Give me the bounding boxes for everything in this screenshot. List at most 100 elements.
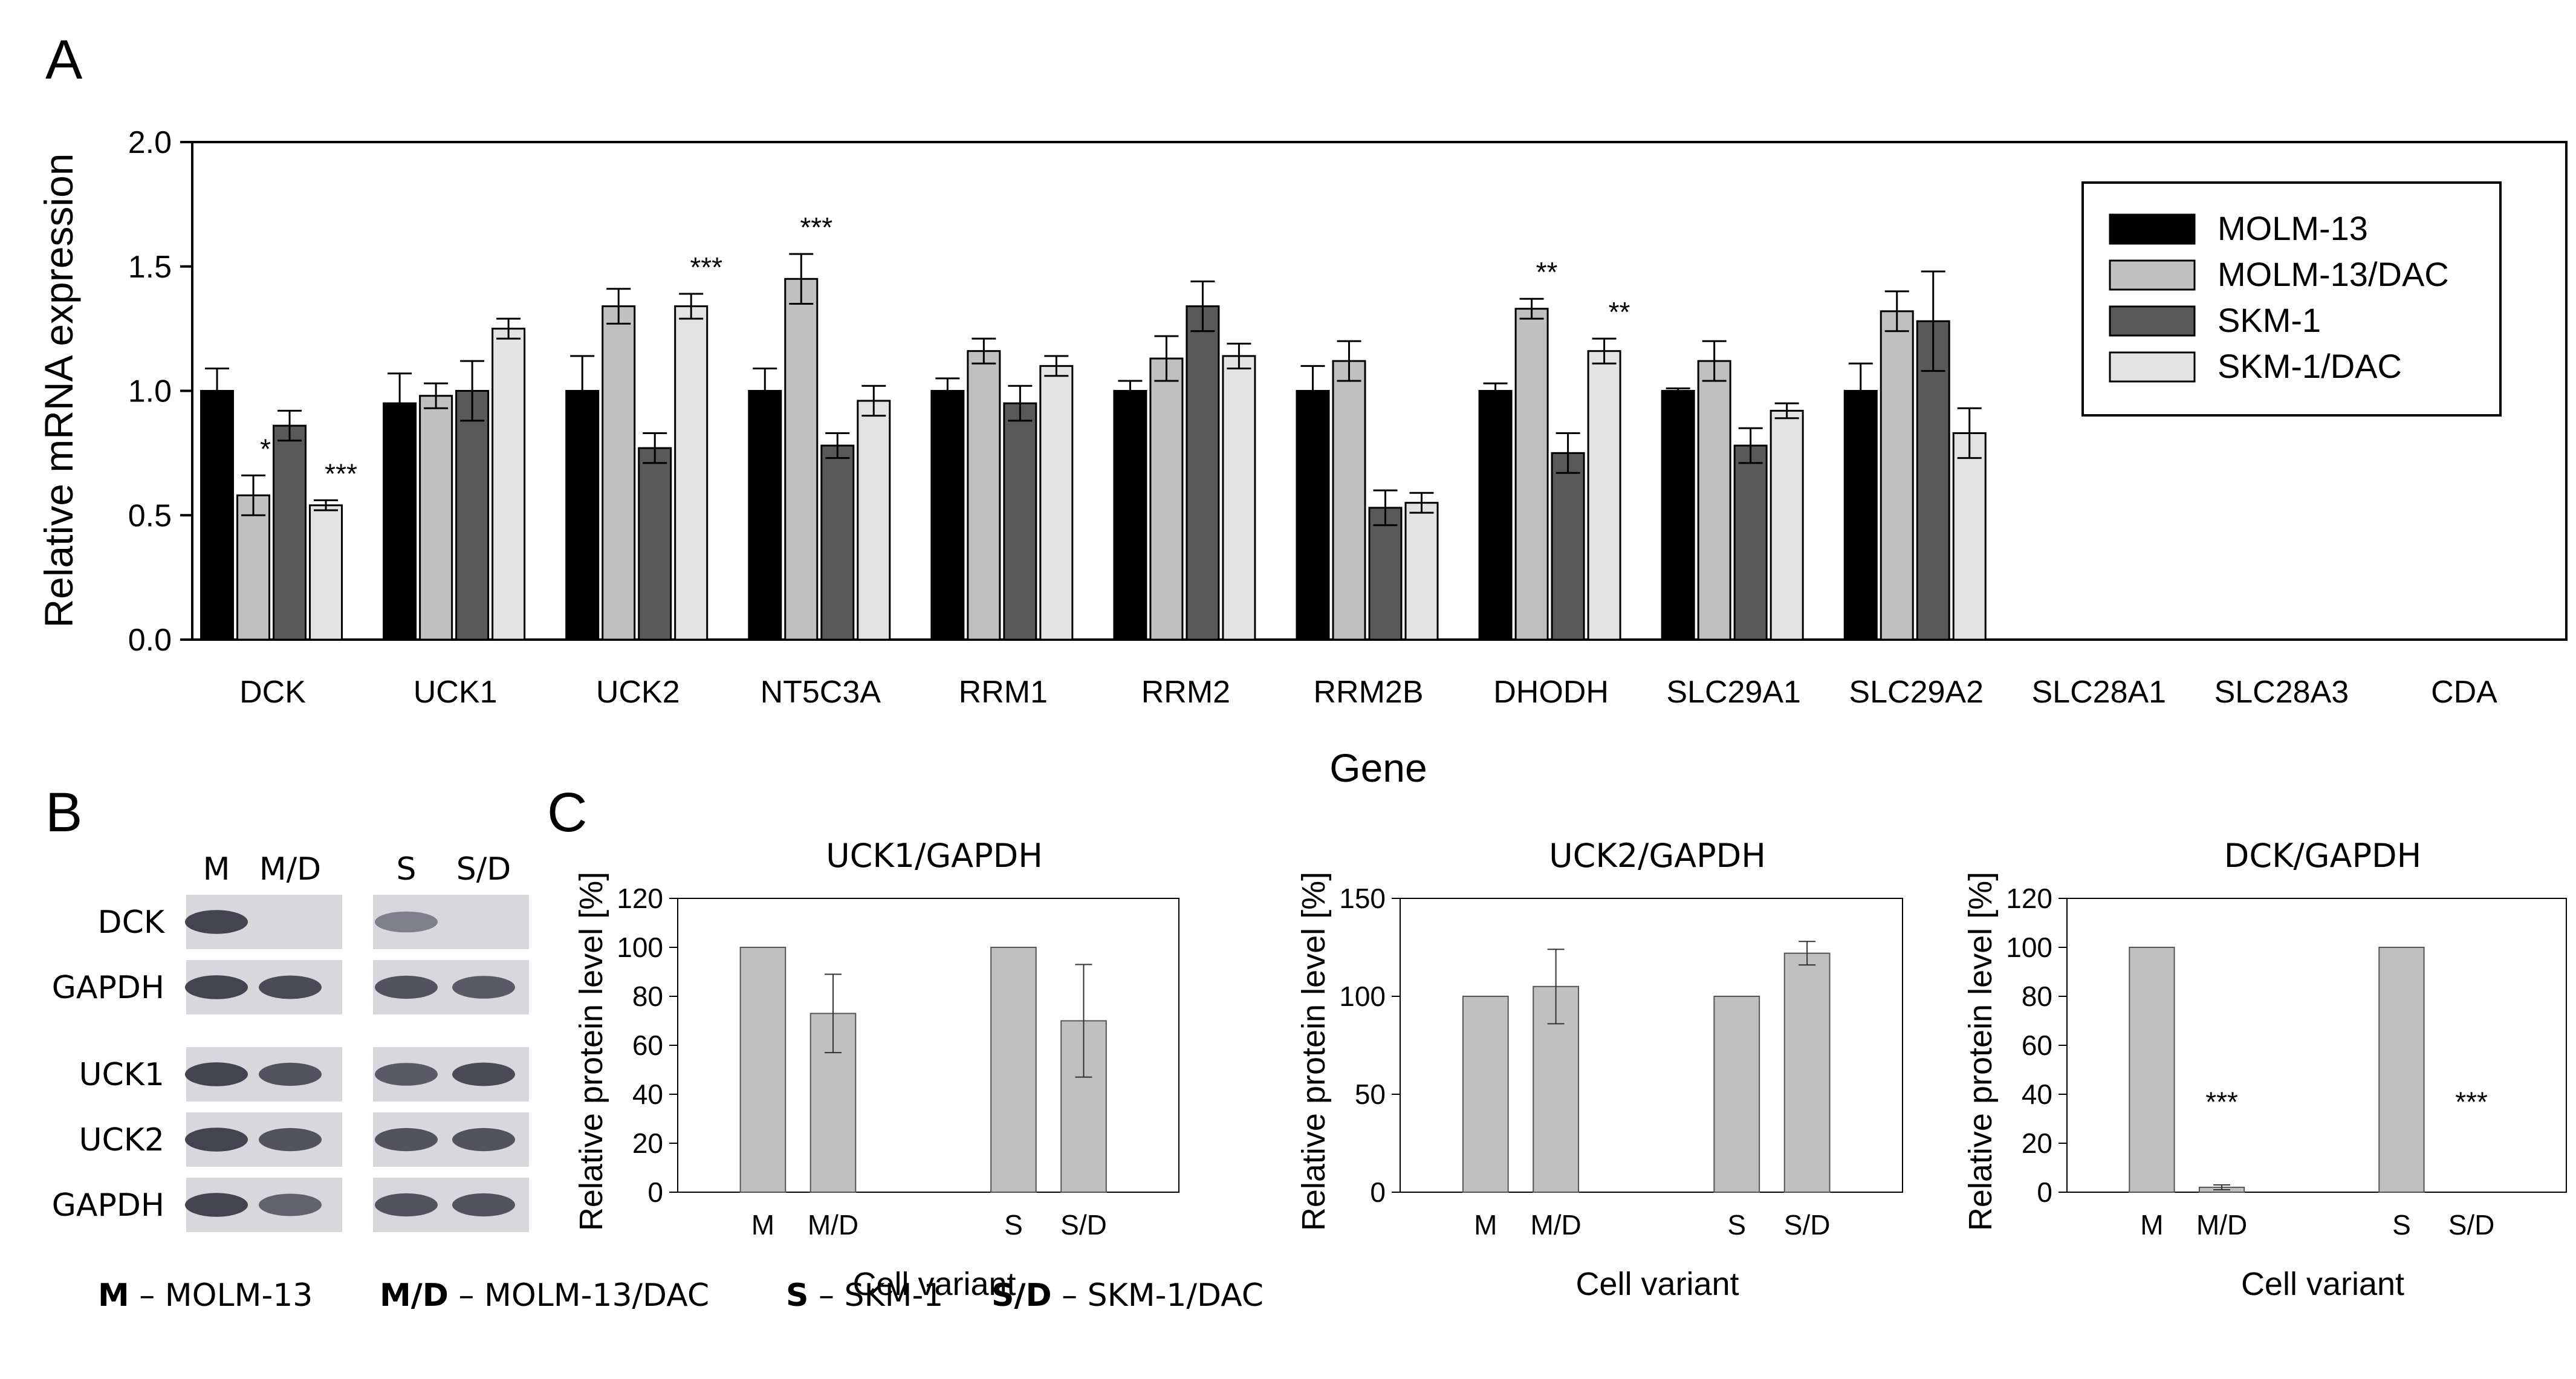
bar-nt5c3a-1 bbox=[784, 277, 819, 641]
blot-band bbox=[185, 910, 248, 934]
blot-band bbox=[452, 1128, 515, 1152]
bar-uck2-1 bbox=[602, 305, 636, 641]
blot-images bbox=[185, 895, 529, 1232]
blot-band bbox=[452, 1193, 515, 1217]
y-tick-label: 120 bbox=[2006, 883, 2052, 914]
bar-rrm1-0 bbox=[930, 390, 965, 641]
legend-label: SKM-1/DAC bbox=[2218, 347, 2402, 385]
mrna-expression-chart: 0.0 0.5 1.0 1.5 2.0 DCK UCK1 UCK2 NT5C3A RRM1 RRM… bbox=[36, 125, 2568, 790]
bar-dhodh-2 bbox=[1551, 452, 1585, 641]
blot-band bbox=[259, 1128, 322, 1152]
blot-band bbox=[259, 1062, 322, 1086]
panel-label-b: B bbox=[45, 782, 82, 843]
key-abbr-sd: S/D bbox=[991, 1277, 1052, 1314]
y-axis-title: Relative mRNA expression bbox=[36, 154, 81, 628]
key-text-md: – MOLM-13/DAC bbox=[449, 1277, 709, 1314]
blot-band bbox=[452, 976, 515, 999]
legend-label: SKM-1 bbox=[2218, 301, 2321, 339]
y-tick-label: 100 bbox=[1339, 981, 1386, 1012]
blot-band bbox=[375, 1128, 438, 1152]
bar-dck-2 bbox=[273, 424, 307, 641]
legend-swatch bbox=[2109, 259, 2196, 291]
x-tick-label: CDA bbox=[2431, 675, 2497, 710]
x-tick-label: S bbox=[2392, 1209, 2411, 1241]
y-tick-label: 40 bbox=[632, 1079, 663, 1110]
bar-rrm2-0 bbox=[1113, 390, 1147, 641]
x-tick-label: DHODH bbox=[1493, 675, 1609, 710]
bar-m bbox=[739, 947, 787, 1193]
bar-dhodh-1 bbox=[1514, 308, 1549, 641]
x-tick-label: M/D bbox=[1530, 1209, 1581, 1241]
bar-slc29a1-3 bbox=[1770, 409, 1804, 641]
y-tick-label: 0 bbox=[1370, 1176, 1386, 1208]
bar-uck1-2 bbox=[455, 390, 490, 641]
bar-slc29a1-2 bbox=[1733, 444, 1768, 641]
x-tick-label: UCK1 bbox=[414, 675, 498, 710]
y-axis-ticks: 0.0 0.5 1.0 1.5 2.0 bbox=[128, 125, 192, 658]
bar-m bbox=[2129, 947, 2175, 1193]
key-text-sd: – SKM-1/DAC bbox=[1052, 1277, 1264, 1314]
x-tick-label: SLC28A1 bbox=[2032, 675, 2167, 710]
y-tick-label: 100 bbox=[617, 932, 663, 963]
significance-star: *** bbox=[2455, 1086, 2488, 1117]
y-tick-label: 60 bbox=[2022, 1030, 2052, 1061]
bar-nt5c3a-3 bbox=[857, 400, 891, 641]
blot-column-label: M/D bbox=[259, 851, 321, 887]
plot-frame bbox=[1400, 898, 1903, 1193]
blot-band bbox=[185, 975, 248, 999]
y-tick-label: 1.5 bbox=[128, 250, 172, 285]
blot-band bbox=[259, 975, 322, 999]
y-tick-label: 120 bbox=[617, 883, 663, 914]
y-tick-label: 50 bbox=[1355, 1079, 1386, 1110]
legend-label: MOLM-13 bbox=[2218, 209, 2368, 247]
bar-rrm1-2 bbox=[1003, 402, 1037, 641]
y-axis-title: Relative protein level [%] bbox=[1962, 872, 1999, 1231]
x-tick-label: M bbox=[2140, 1209, 2163, 1241]
bar-uck1-0 bbox=[383, 402, 417, 641]
uck1-protein-chart: UCK1/GAPDH 0 20 40 60 80 100 120 M M/D S S/D Cell va… bbox=[573, 837, 1179, 1302]
blot-band bbox=[185, 1062, 248, 1086]
key-line: S/D – SKM-1/DAC bbox=[991, 1277, 1264, 1314]
bar-rrm2b-1 bbox=[1332, 360, 1366, 641]
x-tick-label: DCK bbox=[239, 675, 306, 710]
x-tick-label: S bbox=[1004, 1209, 1023, 1241]
western-blot-panel: M M/D S S/D DCK GAPDH UCK1 UCK2 GAPDH bbox=[52, 851, 529, 1232]
blot-column-label: S bbox=[396, 851, 416, 887]
bar-uck2-3 bbox=[674, 305, 709, 641]
y-tick-label: 80 bbox=[2022, 981, 2052, 1012]
x-tick-label: SLC29A2 bbox=[1849, 675, 1984, 710]
x-tick-label: M/D bbox=[808, 1209, 858, 1241]
x-tick-label: RRM2 bbox=[1141, 675, 1230, 710]
bar-m bbox=[1462, 996, 1509, 1193]
bar-slc29a2-3 bbox=[1952, 432, 1987, 641]
chart-title: UCK2/GAPDH bbox=[1549, 837, 1766, 875]
significance-star: ** bbox=[1609, 296, 1630, 328]
blot-band bbox=[375, 975, 438, 999]
key-abbr-m: M bbox=[98, 1277, 129, 1314]
chart-title: UCK1/GAPDH bbox=[826, 837, 1043, 875]
bar-rrm2b-0 bbox=[1296, 390, 1330, 641]
panel-label-c: C bbox=[547, 782, 587, 843]
dck-protein-chart: DCK/GAPDH 0 20 40 60 80 100 120 M M/D S S/D *** *** Ce… bbox=[1962, 837, 2567, 1302]
key-text-m: – MOLM-13 bbox=[129, 1277, 313, 1314]
y-tick-label: 40 bbox=[2022, 1079, 2052, 1110]
legend-label: MOLM-13/DAC bbox=[2218, 255, 2449, 293]
x-tick-label: RRM1 bbox=[959, 675, 1048, 710]
bar-uck2-2 bbox=[638, 447, 672, 641]
legend-swatch bbox=[2109, 305, 2196, 337]
x-tick-label: M/D bbox=[2196, 1209, 2247, 1241]
bar-uck1-3 bbox=[492, 328, 526, 641]
bar-rrm2b-2 bbox=[1368, 507, 1403, 641]
key-abbr-s: S bbox=[786, 1277, 808, 1314]
legend-swatch bbox=[2109, 351, 2196, 383]
blot-band bbox=[259, 1193, 322, 1216]
x-axis-title: Cell variant bbox=[1575, 1266, 1739, 1302]
blot-band bbox=[185, 1128, 248, 1152]
y-tick-label: 0 bbox=[2037, 1176, 2052, 1208]
abbreviation-key: M – MOLM-13 M/D – MOLM-13/DAC S – SKM-1 … bbox=[98, 1277, 1264, 1314]
blot-row-label: GAPDH bbox=[52, 1187, 164, 1224]
significance-star: *** bbox=[690, 251, 722, 283]
significance-marks: ************** bbox=[260, 212, 1630, 489]
x-tick-label: UCK2 bbox=[596, 675, 680, 710]
